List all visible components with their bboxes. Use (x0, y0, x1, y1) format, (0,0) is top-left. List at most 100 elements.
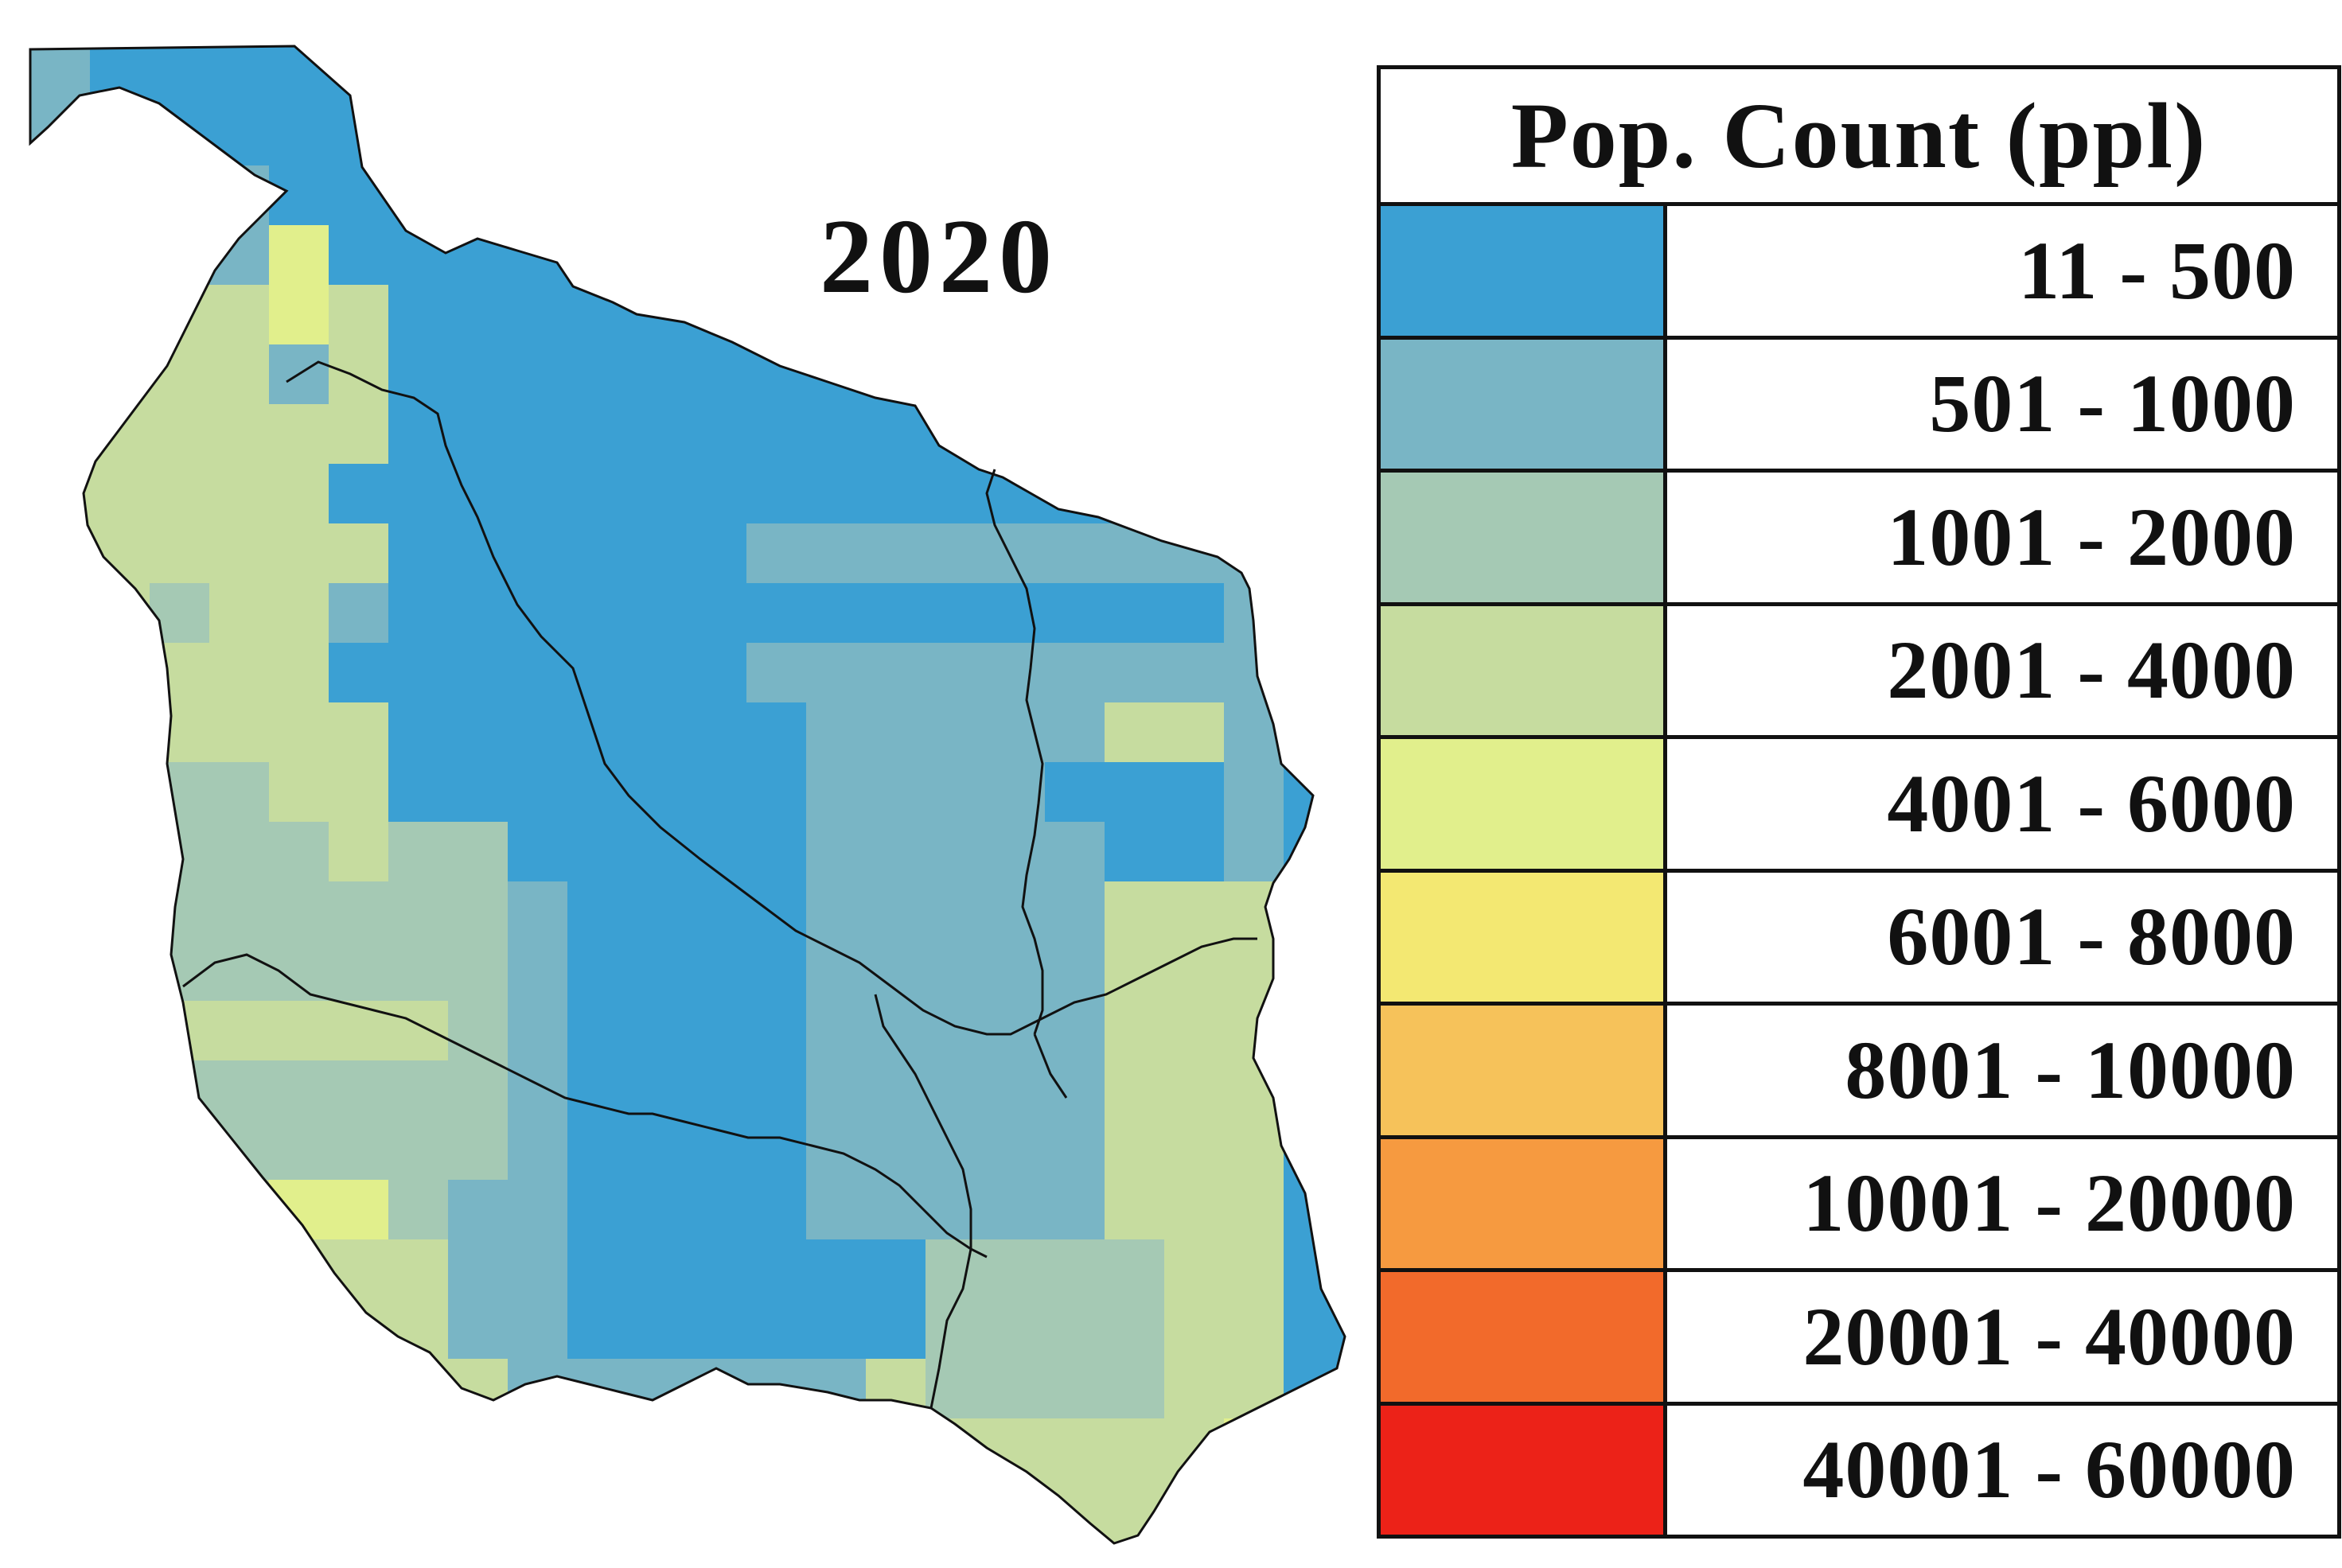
raster-cell (1164, 1478, 1225, 1539)
raster-cell (1045, 464, 1105, 524)
raster-cell (448, 941, 509, 1002)
raster-cell (627, 1299, 688, 1360)
raster-cell (925, 1120, 986, 1181)
raster-cell (508, 285, 568, 345)
raster-cell (150, 523, 210, 584)
raster-cell (806, 1180, 867, 1240)
raster-cell (1224, 344, 1284, 405)
raster-cell (925, 1060, 986, 1121)
raster-cell (627, 643, 688, 703)
raster-cell (329, 583, 389, 644)
legend-label: 8001 - 10000 (1845, 1024, 2296, 1116)
raster-cell (746, 1060, 807, 1121)
raster-cell (985, 523, 1046, 584)
raster-cell (866, 941, 926, 1002)
raster-cell (1284, 1418, 1344, 1479)
raster-cell (1343, 1478, 1345, 1539)
legend-row: 2001 - 4000 (1381, 605, 2337, 739)
raster-cell (269, 1359, 329, 1419)
raster-cell (1343, 1001, 1345, 1061)
raster-cell (627, 523, 688, 584)
raster-cell (1284, 1538, 1344, 1543)
raster-cell (150, 1120, 210, 1181)
raster-cell (90, 1478, 150, 1539)
raster-cell (269, 822, 329, 882)
raster-cell (209, 1001, 270, 1061)
legend-rows: 11 - 500 501 - 1000 1001 - 2000 2001 - 4000… (1381, 206, 2337, 1535)
legend-swatch (1381, 1006, 1667, 1135)
raster-cell (567, 404, 628, 465)
raster-cell (269, 464, 329, 524)
raster-cell (1045, 106, 1105, 166)
raster-cell (925, 46, 986, 107)
raster-cell (1045, 1418, 1105, 1479)
legend: Pop. Count (ppl) 11 - 500 501 - 1000 1001 … (1377, 65, 2341, 1539)
raster-cell (1105, 285, 1165, 345)
raster-cell (1105, 643, 1165, 703)
raster-cell (269, 762, 329, 823)
raster-cell (508, 822, 568, 882)
raster-cell (90, 583, 150, 644)
raster-cell (388, 1239, 449, 1300)
raster-cell (30, 1120, 91, 1181)
raster-cell (269, 523, 329, 584)
raster-cell (329, 106, 389, 166)
raster-cell (1343, 1538, 1345, 1543)
raster-cell (508, 1180, 568, 1240)
raster-cell (448, 1478, 509, 1539)
raster-cell (1284, 1180, 1344, 1240)
raster-cell (269, 583, 329, 644)
raster-cell (209, 1478, 270, 1539)
raster-cell (388, 404, 449, 465)
raster-cell (1105, 1239, 1165, 1300)
raster-cell (448, 1359, 509, 1419)
raster-cell (806, 46, 867, 107)
raster-cell (985, 344, 1046, 405)
legend-row: 4001 - 6000 (1381, 739, 2337, 873)
raster-cell (746, 1418, 807, 1479)
raster-cell (90, 762, 150, 823)
raster-cell (388, 1001, 449, 1061)
raster-cell (90, 702, 150, 763)
legend-swatch (1381, 872, 1667, 1002)
raster-cell (985, 1418, 1046, 1479)
raster-cell (866, 523, 926, 584)
raster-cell (209, 1418, 270, 1479)
raster-cell (985, 46, 1046, 107)
raster-cell (209, 1359, 270, 1419)
raster-cell (866, 1180, 926, 1240)
legend-row: 20001 - 40000 (1381, 1272, 2337, 1406)
raster-cell (567, 464, 628, 524)
raster-cell (1224, 1418, 1284, 1479)
raster-cell (30, 1001, 91, 1061)
raster-cell (448, 762, 509, 823)
raster-cell (448, 225, 509, 286)
raster-cell (30, 941, 91, 1002)
raster-cell (90, 1001, 150, 1061)
raster-cell (388, 464, 449, 524)
raster-cell (90, 881, 150, 942)
raster-cell (687, 1239, 747, 1300)
raster-cell (1343, 1180, 1345, 1240)
raster-cell (1045, 1001, 1105, 1061)
raster-cell (209, 285, 270, 345)
raster-cell (1164, 1299, 1225, 1360)
raster-cell (687, 225, 747, 286)
raster-cell (209, 106, 270, 166)
raster-cell (567, 881, 628, 942)
raster-cell (448, 1418, 509, 1479)
raster-cell (30, 464, 91, 524)
raster-cell (269, 1120, 329, 1181)
raster-cell (746, 822, 807, 882)
legend-label: 40001 - 60000 (1802, 1424, 2296, 1516)
map-year-title: 2020 (820, 197, 1058, 315)
raster-cell (329, 225, 389, 286)
raster-cell (508, 404, 568, 465)
raster-cell (1343, 583, 1345, 644)
raster-cell (1045, 1180, 1105, 1240)
raster-cell (150, 46, 210, 107)
raster-cell (388, 941, 449, 1002)
raster-cell (1224, 1538, 1284, 1543)
raster-cell (687, 46, 747, 107)
